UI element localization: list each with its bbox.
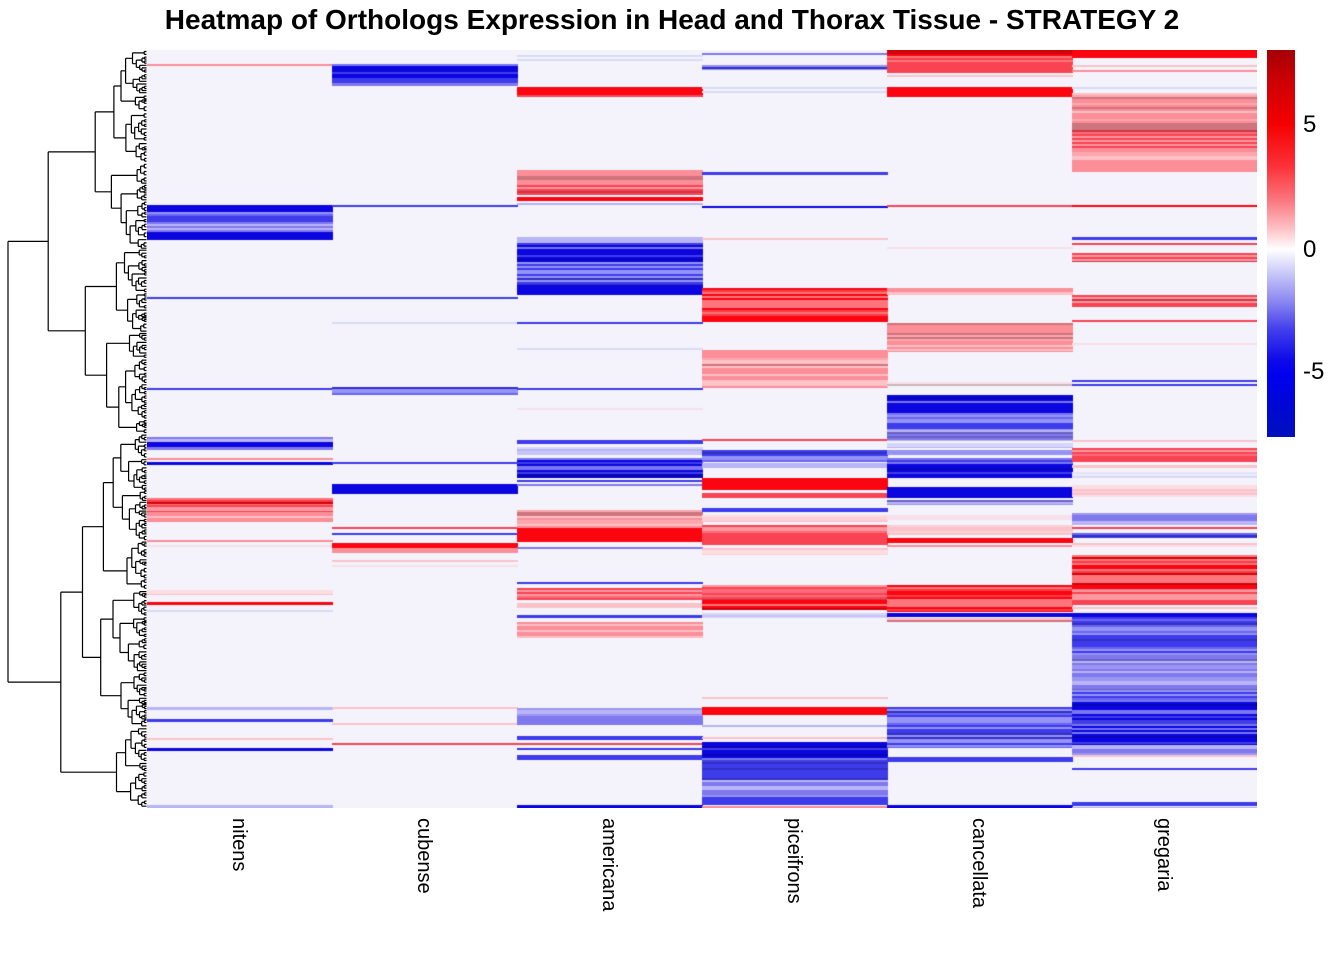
column-label-americana: americana: [597, 818, 620, 912]
dendrogram-branches: [7, 50, 147, 807]
heatmap-grid: [147, 50, 1257, 808]
colorbar-tick--5: -5: [1303, 358, 1325, 385]
column-label-cancellata: cancellata: [967, 818, 990, 909]
row-dendrogram: [7, 50, 147, 807]
column-label-cubense: cubense: [412, 818, 435, 894]
chart-title: Heatmap of Orthologs Expression in Head …: [164, 4, 1180, 35]
colorbar-tick-5: 5: [1303, 111, 1317, 138]
column-label-gregaria: gregaria: [1152, 818, 1175, 892]
column-label-piceifrons: piceifrons: [782, 818, 805, 904]
colorbar: [1267, 50, 1295, 437]
colorbar-tick-0: 0: [1303, 236, 1317, 263]
column-label-nitens: nitens: [227, 818, 250, 872]
